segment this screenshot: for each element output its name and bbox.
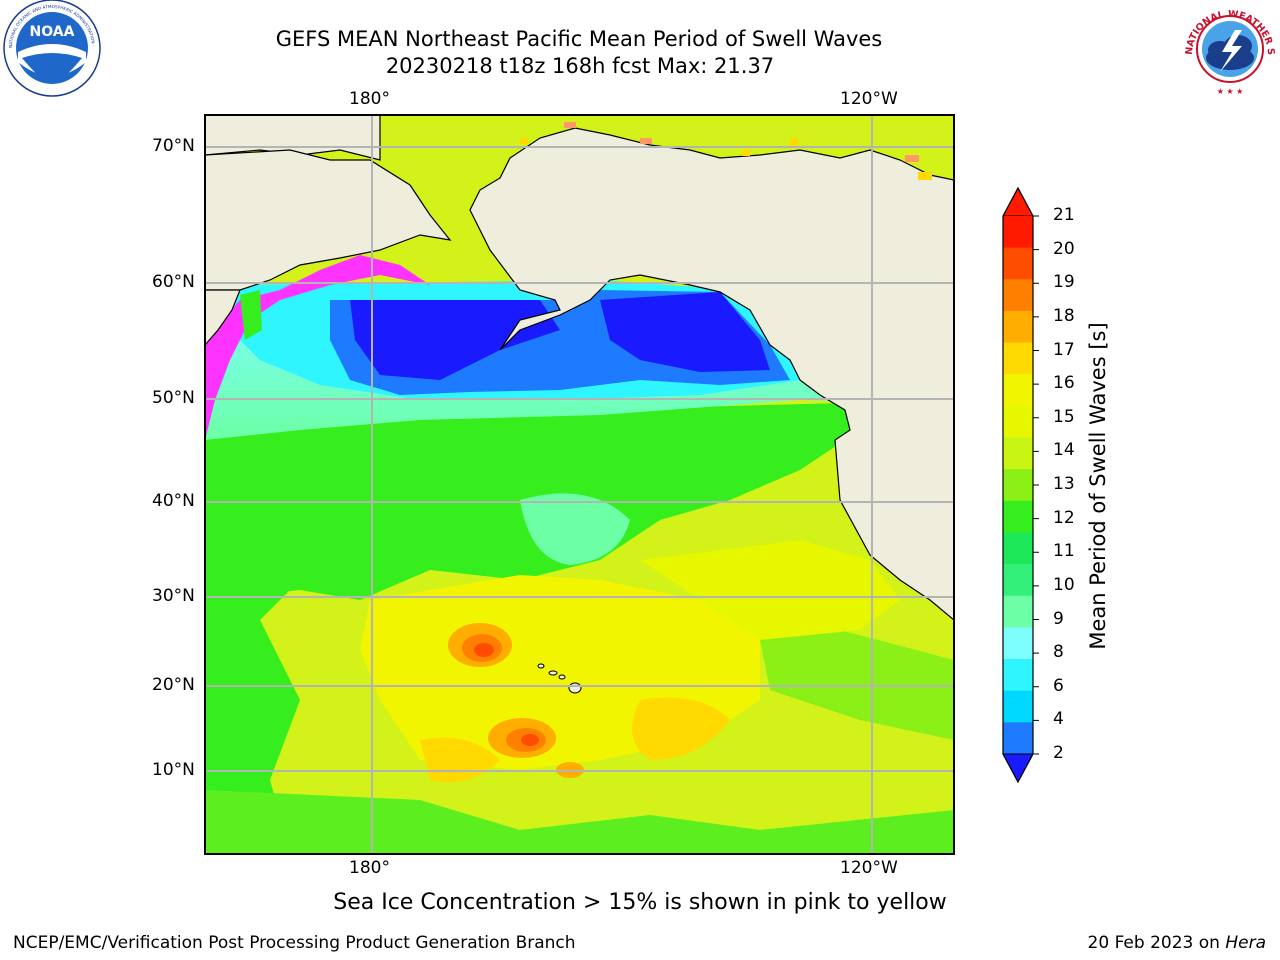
colorbar-tick-label: 16 xyxy=(1053,373,1075,394)
gold-patch-1 xyxy=(632,697,730,760)
colorbar-max-arrow xyxy=(1002,186,1034,217)
lat-label-70n: 70°N xyxy=(152,136,195,156)
colorbar-min-arrow xyxy=(1002,753,1034,784)
colorbar-tick-label: 2 xyxy=(1053,743,1064,763)
cyan-eddy xyxy=(520,493,630,565)
colorbar-segment xyxy=(1003,469,1033,502)
land-kamchatka-tip xyxy=(205,289,241,346)
colorbar-segment xyxy=(1003,437,1033,470)
lon-label-top-180: 180° xyxy=(349,89,390,109)
lat-label-60n: 60°N xyxy=(152,272,195,292)
sea-ice-note: Sea Ice Concentration > 15% is shown in … xyxy=(333,890,947,915)
footer-host: Hera xyxy=(1225,933,1266,953)
colorbar-tick-label: 6 xyxy=(1053,675,1064,696)
lon-label-bottom-120w: 120°W xyxy=(840,858,898,878)
colorbar-segment xyxy=(1003,659,1033,692)
map-title: GEFS MEAN Northeast Pacific Mean Period … xyxy=(275,27,883,51)
land-kamchatka xyxy=(205,149,452,291)
colorbar-segment xyxy=(1003,564,1033,597)
graticule xyxy=(205,115,954,854)
deep-blue-east xyxy=(600,292,770,372)
colorbar-tick-label: 14 xyxy=(1053,440,1075,461)
colorbar-tick-label: 4 xyxy=(1053,709,1064,730)
land-north xyxy=(205,115,954,854)
svg-text:NOAA: NOAA xyxy=(30,24,75,40)
noaa-logo: NOAA NATIONAL OCEANIC AND ATMOSPHERIC AD… xyxy=(2,0,101,97)
sea-ice-west xyxy=(205,255,430,440)
colorbar-tick-label: 17 xyxy=(1053,339,1075,360)
colorbar-segment xyxy=(1003,722,1033,755)
colorbar-segment xyxy=(1003,247,1033,280)
sea-ice-north xyxy=(520,122,932,180)
colorbar-tick-label: 20 xyxy=(1053,238,1075,259)
colorbar-tick-label: 15 xyxy=(1053,406,1075,427)
lon-label-top-120w: 120°W xyxy=(840,89,898,109)
colorbar-tick-label: 21 xyxy=(1053,205,1075,225)
colorbar xyxy=(1002,186,1039,784)
lat-label-50n: 50°N xyxy=(152,388,195,408)
colorbar-segment xyxy=(1003,342,1033,375)
colorbar-tick-label: 18 xyxy=(1053,305,1075,326)
colorbar-segment xyxy=(1003,690,1033,723)
lat-label-40n: 40°N xyxy=(152,491,195,511)
map-frame xyxy=(204,114,955,855)
colorbar-tick-label: 10 xyxy=(1053,574,1075,595)
svg-text:★ ★ ★: ★ ★ ★ xyxy=(1217,87,1244,96)
colorbar-label: Mean Period of Swell Waves [s] xyxy=(1086,322,1110,650)
colorbar-segment xyxy=(1003,310,1033,344)
yellow-east xyxy=(640,540,900,640)
colorbar-tick-label: 19 xyxy=(1053,272,1075,293)
nws-logo: NATIONAL WEATHER SERVICE ★ ★ ★ xyxy=(1180,0,1277,96)
colorbar-segment xyxy=(1003,216,1033,249)
map-subtitle: 20230218 t18z 168h fcst Max: 21.37 xyxy=(385,54,775,78)
lat-label-30n: 30°N xyxy=(152,586,195,606)
footer-right: 20 Feb 2023 on Hera xyxy=(1088,933,1266,953)
colorbar-segment xyxy=(1003,595,1033,628)
colorbar-segment xyxy=(1003,627,1033,660)
footer-date: 20 Feb 2023 on xyxy=(1087,933,1226,953)
footer-left: NCEP/EMC/Verification Post Processing Pr… xyxy=(13,933,576,953)
colorbar-segment xyxy=(1003,532,1033,565)
colorbar-segment xyxy=(1003,500,1033,533)
lon-label-bottom-180: 180° xyxy=(349,858,390,878)
lat-label-20n: 20°N xyxy=(152,675,195,695)
colorbar-segment xyxy=(1003,374,1033,407)
colorbar-tick-label: 13 xyxy=(1053,474,1075,494)
colorbar-tick-label: 9 xyxy=(1053,608,1064,629)
colorbar-tick-label: 8 xyxy=(1053,642,1064,663)
lat-label-10n: 10°N xyxy=(152,760,195,780)
colorbar-tick-label: 12 xyxy=(1053,507,1075,528)
colorbar-tick-label: 11 xyxy=(1053,541,1075,562)
colorbar-segment xyxy=(1003,279,1033,312)
colorbar-segment xyxy=(1003,405,1033,439)
deep-blue-west xyxy=(350,300,560,380)
green-south xyxy=(205,790,954,854)
